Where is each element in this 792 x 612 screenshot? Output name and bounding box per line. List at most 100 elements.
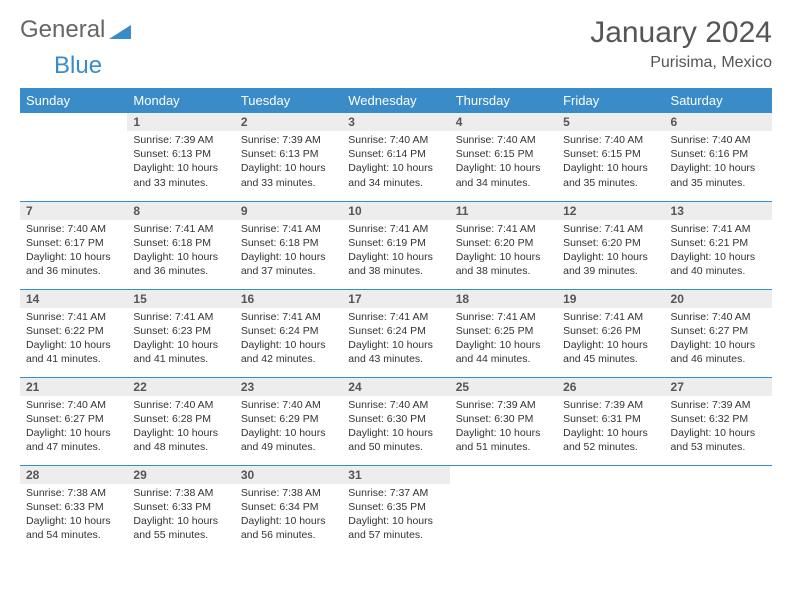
sunrise-line: Sunrise: 7:41 AM [133, 222, 228, 236]
daylight-line: Daylight: 10 hours and 52 minutes. [563, 426, 658, 454]
weekday-header: Saturday [665, 88, 772, 113]
calendar-cell: 13Sunrise: 7:41 AMSunset: 6:21 PMDayligh… [665, 201, 772, 289]
sunrise-line: Sunrise: 7:40 AM [671, 310, 766, 324]
calendar-cell: 7Sunrise: 7:40 AMSunset: 6:17 PMDaylight… [20, 201, 127, 289]
day-details: Sunrise: 7:40 AMSunset: 6:15 PMDaylight:… [557, 131, 664, 194]
day-number: 19 [557, 290, 664, 308]
day-details: Sunrise: 7:40 AMSunset: 6:14 PMDaylight:… [342, 131, 449, 194]
daylight-line: Daylight: 10 hours and 49 minutes. [241, 426, 336, 454]
calendar-cell: 8Sunrise: 7:41 AMSunset: 6:18 PMDaylight… [127, 201, 234, 289]
page-title: January 2024 [590, 16, 772, 50]
daylight-line: Daylight: 10 hours and 55 minutes. [133, 514, 228, 542]
sunrise-line: Sunrise: 7:41 AM [563, 310, 658, 324]
daylight-line: Daylight: 10 hours and 38 minutes. [456, 250, 551, 278]
daylight-line: Daylight: 10 hours and 34 minutes. [348, 161, 443, 189]
sunset-line: Sunset: 6:24 PM [348, 324, 443, 338]
sunset-line: Sunset: 6:23 PM [133, 324, 228, 338]
calendar-cell: 27Sunrise: 7:39 AMSunset: 6:32 PMDayligh… [665, 377, 772, 465]
sunset-line: Sunset: 6:14 PM [348, 147, 443, 161]
day-details: Sunrise: 7:38 AMSunset: 6:33 PMDaylight:… [127, 484, 234, 547]
day-number: 14 [20, 290, 127, 308]
weekday-header: Thursday [450, 88, 557, 113]
sunset-line: Sunset: 6:34 PM [241, 500, 336, 514]
day-number: 17 [342, 290, 449, 308]
daylight-line: Daylight: 10 hours and 41 minutes. [26, 338, 121, 366]
daylight-line: Daylight: 10 hours and 33 minutes. [133, 161, 228, 189]
day-number: 18 [450, 290, 557, 308]
sunrise-line: Sunrise: 7:41 AM [133, 310, 228, 324]
sunset-line: Sunset: 6:13 PM [241, 147, 336, 161]
calendar-row: 28Sunrise: 7:38 AMSunset: 6:33 PMDayligh… [20, 465, 772, 553]
daylight-line: Daylight: 10 hours and 45 minutes. [563, 338, 658, 366]
sunset-line: Sunset: 6:35 PM [348, 500, 443, 514]
sunrise-line: Sunrise: 7:40 AM [133, 398, 228, 412]
weekday-header-row: Sunday Monday Tuesday Wednesday Thursday… [20, 88, 772, 113]
day-number: 29 [127, 466, 234, 484]
sunrise-line: Sunrise: 7:39 AM [456, 398, 551, 412]
weekday-header: Tuesday [235, 88, 342, 113]
logo-text-blue: Blue [54, 52, 102, 80]
day-details: Sunrise: 7:39 AMSunset: 6:32 PMDaylight:… [665, 396, 772, 459]
sunset-line: Sunset: 6:31 PM [563, 412, 658, 426]
day-number: 22 [127, 378, 234, 396]
sunrise-line: Sunrise: 7:41 AM [241, 222, 336, 236]
calendar-cell: 18Sunrise: 7:41 AMSunset: 6:25 PMDayligh… [450, 289, 557, 377]
day-details: Sunrise: 7:40 AMSunset: 6:27 PMDaylight:… [665, 308, 772, 371]
day-number: 13 [665, 202, 772, 220]
day-number: 5 [557, 113, 664, 131]
day-number: 9 [235, 202, 342, 220]
weekday-header: Wednesday [342, 88, 449, 113]
daylight-line: Daylight: 10 hours and 33 minutes. [241, 161, 336, 189]
calendar-row: 21Sunrise: 7:40 AMSunset: 6:27 PMDayligh… [20, 377, 772, 465]
calendar-cell: 26Sunrise: 7:39 AMSunset: 6:31 PMDayligh… [557, 377, 664, 465]
calendar-cell: 12Sunrise: 7:41 AMSunset: 6:20 PMDayligh… [557, 201, 664, 289]
sunrise-line: Sunrise: 7:40 AM [671, 133, 766, 147]
calendar-body: 1Sunrise: 7:39 AMSunset: 6:13 PMDaylight… [20, 113, 772, 553]
calendar-cell: 25Sunrise: 7:39 AMSunset: 6:30 PMDayligh… [450, 377, 557, 465]
calendar-cell: 17Sunrise: 7:41 AMSunset: 6:24 PMDayligh… [342, 289, 449, 377]
weekday-header: Friday [557, 88, 664, 113]
day-number: 28 [20, 466, 127, 484]
sunrise-line: Sunrise: 7:37 AM [348, 486, 443, 500]
calendar-cell: 21Sunrise: 7:40 AMSunset: 6:27 PMDayligh… [20, 377, 127, 465]
sunrise-line: Sunrise: 7:40 AM [456, 133, 551, 147]
sunrise-line: Sunrise: 7:40 AM [26, 398, 121, 412]
day-details: Sunrise: 7:40 AMSunset: 6:30 PMDaylight:… [342, 396, 449, 459]
sunset-line: Sunset: 6:15 PM [456, 147, 551, 161]
sunset-line: Sunset: 6:16 PM [671, 147, 766, 161]
calendar-cell: 6Sunrise: 7:40 AMSunset: 6:16 PMDaylight… [665, 113, 772, 201]
day-details: Sunrise: 7:37 AMSunset: 6:35 PMDaylight:… [342, 484, 449, 547]
sunset-line: Sunset: 6:26 PM [563, 324, 658, 338]
sunrise-line: Sunrise: 7:41 AM [241, 310, 336, 324]
logo: General [20, 16, 133, 44]
daylight-line: Daylight: 10 hours and 43 minutes. [348, 338, 443, 366]
sunset-line: Sunset: 6:33 PM [133, 500, 228, 514]
daylight-line: Daylight: 10 hours and 56 minutes. [241, 514, 336, 542]
day-details: Sunrise: 7:39 AMSunset: 6:31 PMDaylight:… [557, 396, 664, 459]
day-number: 15 [127, 290, 234, 308]
day-number: 27 [665, 378, 772, 396]
sunrise-line: Sunrise: 7:41 AM [26, 310, 121, 324]
day-number: 25 [450, 378, 557, 396]
sunrise-line: Sunrise: 7:40 AM [241, 398, 336, 412]
calendar-cell [20, 113, 127, 201]
day-number: 3 [342, 113, 449, 131]
day-details: Sunrise: 7:38 AMSunset: 6:33 PMDaylight:… [20, 484, 127, 547]
day-details: Sunrise: 7:38 AMSunset: 6:34 PMDaylight:… [235, 484, 342, 547]
sunrise-line: Sunrise: 7:40 AM [26, 222, 121, 236]
calendar-cell: 24Sunrise: 7:40 AMSunset: 6:30 PMDayligh… [342, 377, 449, 465]
day-number: 10 [342, 202, 449, 220]
day-number: 30 [235, 466, 342, 484]
day-details: Sunrise: 7:40 AMSunset: 6:27 PMDaylight:… [20, 396, 127, 459]
daylight-line: Daylight: 10 hours and 35 minutes. [563, 161, 658, 189]
daylight-line: Daylight: 10 hours and 37 minutes. [241, 250, 336, 278]
sunrise-line: Sunrise: 7:38 AM [26, 486, 121, 500]
day-number: 2 [235, 113, 342, 131]
day-number: 6 [665, 113, 772, 131]
sunset-line: Sunset: 6:13 PM [133, 147, 228, 161]
sunset-line: Sunset: 6:21 PM [671, 236, 766, 250]
day-number: 20 [665, 290, 772, 308]
day-number: 23 [235, 378, 342, 396]
daylight-line: Daylight: 10 hours and 47 minutes. [26, 426, 121, 454]
daylight-line: Daylight: 10 hours and 36 minutes. [26, 250, 121, 278]
